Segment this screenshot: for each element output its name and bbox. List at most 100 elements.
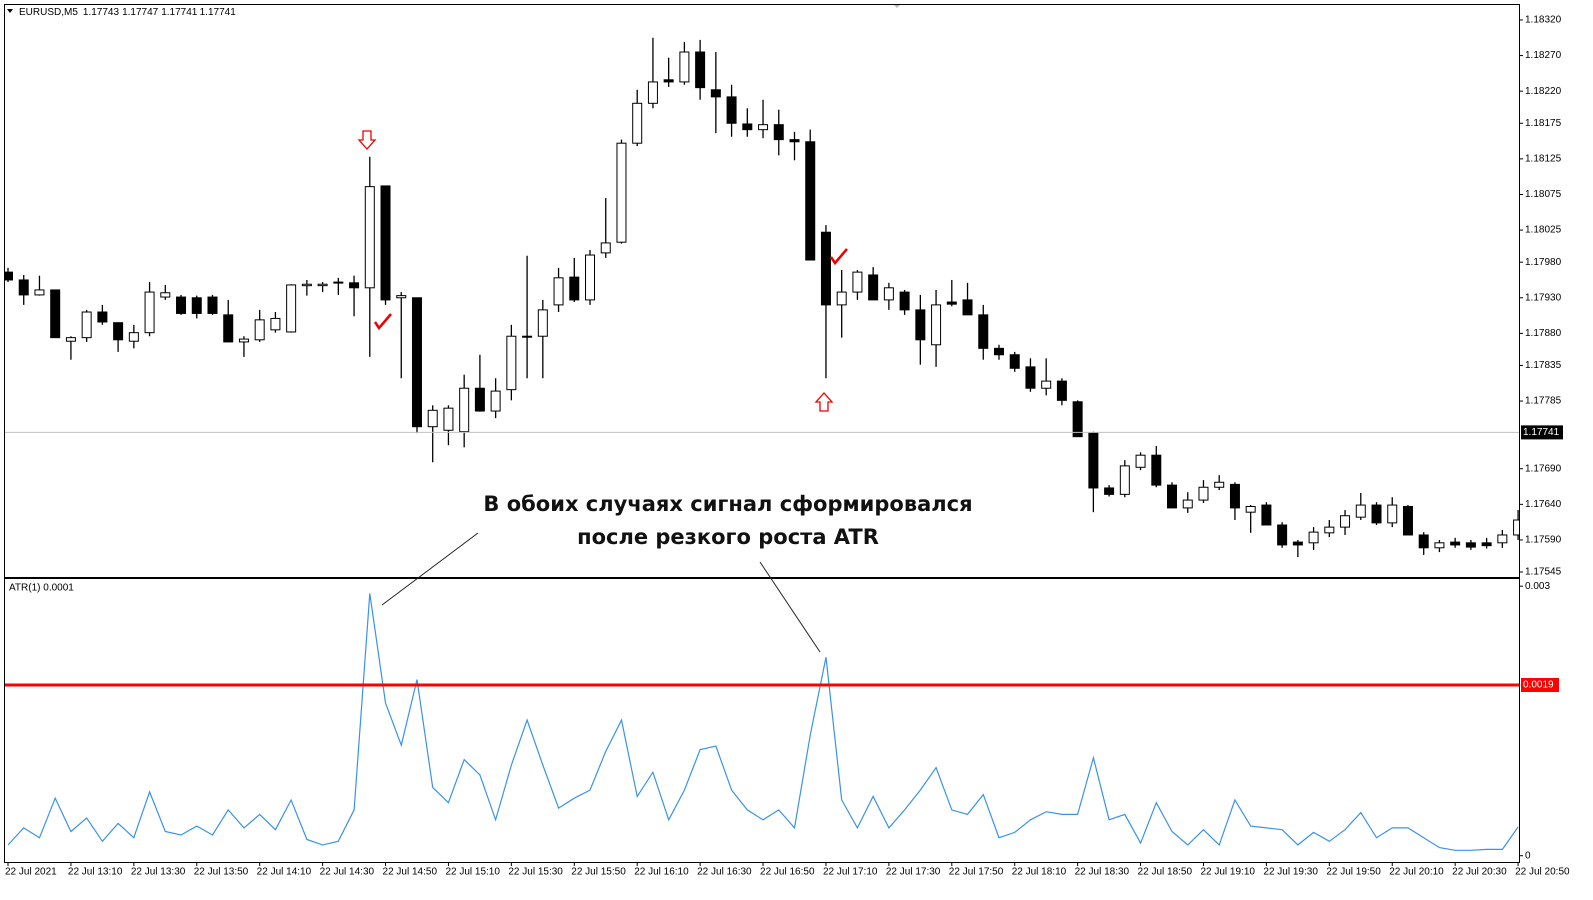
candle-body	[490, 390, 501, 412]
candle-body	[915, 309, 926, 341]
candle-body	[1025, 366, 1036, 389]
x-tick-label: 22 Jul 20:30	[1452, 867, 1507, 878]
candle-body	[1402, 505, 1413, 536]
annotation-text: после резкого роста ATR	[577, 525, 879, 549]
candle-body	[742, 123, 753, 131]
candle-body	[883, 287, 894, 301]
candle-body	[1261, 504, 1272, 526]
x-tick-label: 22 Jul 15:50	[571, 867, 626, 878]
candle-body	[81, 311, 92, 339]
candle-body	[600, 242, 611, 254]
x-tick-label: 22 Jul 13:10	[68, 867, 123, 878]
candle-body	[1167, 484, 1178, 509]
candle-body	[647, 81, 658, 104]
candle-body	[1292, 541, 1303, 546]
x-tick-label: 22 Jul 14:10	[257, 867, 312, 878]
candle-body	[317, 283, 328, 287]
x-tick-label: 22 Jul 18:30	[1075, 867, 1130, 878]
candle-body	[443, 407, 454, 431]
y-tick-label: 1.18270	[1525, 50, 1562, 61]
candle-body	[553, 277, 564, 306]
x-tick-label: 22 Jul 2021	[5, 867, 57, 878]
candle-body	[238, 338, 249, 343]
x-tick-label: 22 Jul 20:10	[1389, 867, 1444, 878]
candle-body	[1119, 465, 1130, 495]
x-tick-label: 22 Jul 17:10	[823, 867, 878, 878]
main-pane	[4, 4, 1520, 578]
candle-body	[569, 276, 580, 301]
candle-body	[1481, 542, 1492, 547]
x-tick-label: 22 Jul 13:30	[131, 867, 186, 878]
candle-body	[1418, 534, 1429, 549]
annotation-pointer	[381, 532, 479, 606]
level-box	[1521, 678, 1559, 693]
candle-body	[946, 301, 957, 305]
candle-body	[978, 314, 989, 349]
candle-body	[1041, 380, 1052, 389]
candle-body	[207, 296, 218, 314]
candle-body	[1104, 487, 1115, 495]
candle-body	[364, 186, 375, 289]
candle-body	[506, 335, 517, 391]
candle-body	[663, 79, 674, 83]
candle-body	[301, 283, 312, 287]
candle-body	[160, 292, 171, 298]
y-tick-label: 1.17690	[1525, 463, 1562, 474]
menu-triangle	[7, 9, 13, 13]
candle-body	[1214, 481, 1225, 488]
candle-body	[5, 271, 13, 281]
x-tick-label: 22 Jul 16:50	[760, 867, 815, 878]
candle-body	[34, 289, 45, 296]
candle-body	[1371, 504, 1382, 524]
candle-body	[695, 51, 706, 89]
ohlc-value: 1.17741	[161, 7, 198, 18]
candle-body	[522, 335, 533, 338]
shift-marker	[894, 5, 900, 8]
candle-body	[1465, 542, 1476, 548]
candle-body	[585, 254, 596, 301]
x-tick-label: 22 Jul 20:50	[1515, 867, 1570, 878]
candle-body	[726, 96, 737, 124]
candle-body	[1387, 504, 1398, 524]
atr-pane	[4, 578, 1520, 863]
candle-body	[396, 295, 407, 299]
x-tick-label: 22 Jul 18:10	[1012, 867, 1067, 878]
candle-body	[18, 279, 29, 296]
candle-body	[380, 185, 391, 301]
candle-body	[789, 139, 800, 143]
last-price-box	[1521, 425, 1563, 440]
y-tick-label: 0.003	[1525, 581, 1550, 592]
x-tick-label: 22 Jul 15:30	[508, 867, 563, 878]
y-tick-label: 1.17835	[1525, 360, 1562, 371]
sell-arrow	[357, 130, 377, 150]
candle-body	[1198, 486, 1209, 501]
candle-body	[1009, 354, 1020, 369]
candle-body	[1056, 380, 1067, 401]
candle-body	[427, 409, 438, 428]
candle-body	[805, 141, 816, 261]
candle-body	[931, 304, 942, 346]
ohlc-value: 1.17747	[122, 7, 159, 18]
atr-line	[7, 593, 1519, 851]
atr-title: ATR(1) 0.0001	[9, 583, 74, 594]
candle-body	[1324, 526, 1335, 534]
y-tick-label: 1.18220	[1525, 86, 1562, 97]
x-tick-label: 22 Jul 14:50	[383, 867, 438, 878]
x-tick-label: 22 Jul 16:10	[634, 867, 689, 878]
candle-body	[254, 319, 265, 341]
candle-body	[1245, 505, 1256, 513]
candle-body	[773, 124, 784, 141]
level-label: 0.0019	[1523, 680, 1554, 691]
candle-body	[286, 284, 297, 333]
candle-body	[1277, 524, 1288, 546]
y-tick-label: 1.18075	[1525, 189, 1562, 200]
candle-body	[710, 89, 721, 98]
y-tick-label: 1.17640	[1525, 499, 1562, 510]
candle-body	[333, 281, 344, 284]
candle-body	[1434, 542, 1445, 549]
candle-body	[144, 291, 155, 334]
last-price-label: 1.17741	[1523, 427, 1560, 438]
candle-body	[852, 271, 863, 293]
x-tick-label: 22 Jul 18:50	[1138, 867, 1193, 878]
